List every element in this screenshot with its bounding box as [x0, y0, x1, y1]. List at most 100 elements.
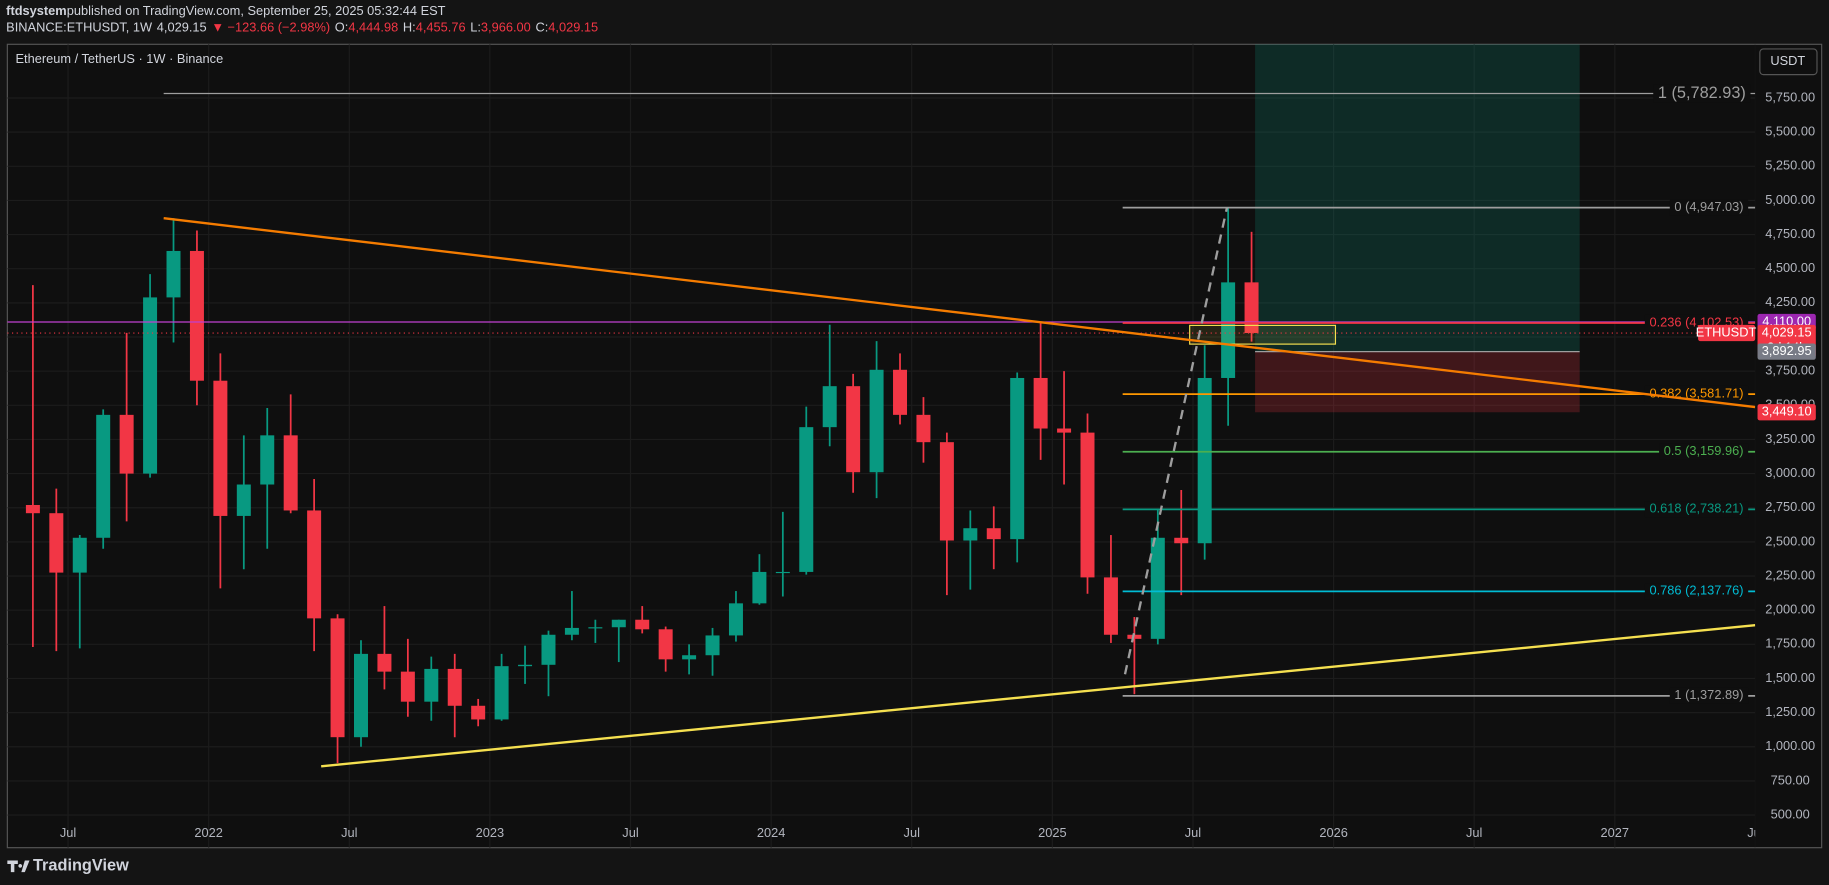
x-tick-label: 2022 [194, 825, 223, 840]
fib-label: 0.786 (2,137.76) [1650, 583, 1744, 598]
candle-body [611, 619, 626, 628]
published: published on TradingView.com, September … [67, 3, 446, 18]
x-tick-label: Jul [622, 825, 638, 840]
y-tick-label: 1,000.00 [1765, 738, 1815, 753]
fib-label-bg [1644, 501, 1749, 518]
y-tick-label: 4,500.00 [1765, 260, 1815, 275]
brand: TradingView [33, 857, 129, 875]
x-tick-label: Jul [341, 825, 357, 840]
x-tick-label: 2023 [476, 825, 505, 840]
candle-body [424, 668, 439, 702]
x-tick-label: 2025 [1038, 825, 1067, 840]
y-tick-label: 3,000.00 [1765, 465, 1815, 480]
chart-title: Ethereum / TetherUS · 1W · Binance [16, 51, 224, 66]
candle-body [588, 627, 603, 629]
candle-body [705, 635, 720, 656]
price-axis: 500.00 750.00 1,000.00 1,250.00 1,500.00 1,75… [1696, 89, 1816, 821]
position-target [1255, 44, 1580, 352]
y-tick-label: 2,250.00 [1765, 567, 1815, 582]
fib-label: 0 (4,947.03) [1674, 199, 1743, 214]
y-tick-label: 500.00 [1771, 806, 1810, 821]
x-tick-label: 2027 [1601, 825, 1630, 840]
ohlc-label: H: [403, 19, 416, 34]
fib-label-bg [1644, 385, 1749, 403]
logo [7, 860, 30, 873]
candle-body [72, 537, 87, 573]
candle-body [189, 250, 204, 381]
plot: Jul 2022 Jul 2023 Jul 2024 Jul 2025 Jul 2026 Jul 20… [7, 44, 1763, 848]
price-label: 4,029.15 [1762, 324, 1812, 339]
candle-body [143, 297, 158, 474]
trend-line [321, 624, 1756, 768]
candle-body [822, 386, 837, 428]
candle-body [893, 369, 908, 415]
ohlc-label: L: [470, 19, 481, 34]
candle-body [447, 668, 462, 706]
candle-body [213, 380, 228, 516]
candle-body [869, 369, 884, 473]
currency-button[interactable] [1759, 48, 1818, 76]
ohlc-label: O: [335, 19, 349, 34]
fib-label-bg [1659, 443, 1749, 460]
chart-frame [6, 43, 1823, 849]
candle-body [1221, 282, 1236, 378]
candle-body [799, 427, 814, 572]
currency[interactable]: USDT [1770, 53, 1805, 68]
candle-body [1010, 377, 1025, 540]
candle-body [1127, 634, 1142, 639]
price-label: 3,449.10 [1762, 404, 1812, 419]
candle-body [775, 571, 790, 574]
candle-body [658, 629, 673, 660]
candle-body [236, 484, 251, 516]
zone [1189, 324, 1337, 345]
y-tick-label: 2,500.00 [1765, 533, 1815, 548]
x-tick-label: 2024 [757, 825, 786, 840]
y-tick-label: 3,750.00 [1765, 363, 1815, 378]
y-tick-label: 750.00 [1771, 772, 1810, 787]
trend-line [163, 217, 1756, 409]
extension-label: 1 (5,782.93) [1658, 84, 1746, 102]
candle-body [635, 619, 650, 630]
change: ▼ −123.66 (−2.98%) [211, 19, 330, 34]
symbol-tag-bg [1698, 324, 1756, 342]
fib-label-bg [1644, 583, 1749, 600]
candle-body [1244, 282, 1259, 334]
candle-body [400, 671, 415, 702]
symbol-tag: ETHUSDT [1696, 324, 1757, 339]
candle-body [939, 442, 954, 541]
candle-body [564, 627, 579, 635]
y-tick-label: 5,000.00 [1765, 192, 1815, 207]
candle-body [541, 634, 556, 665]
fib-label: 1 (1,372.89) [1674, 687, 1743, 702]
price-label-bg [1757, 404, 1816, 421]
candle-body [518, 664, 533, 667]
x-tick-label: Jul [60, 825, 76, 840]
fib-label: 0.382 (3,581.71) [1650, 386, 1744, 401]
y-tick-label: 4,250.00 [1765, 294, 1815, 309]
candle-body [260, 435, 275, 485]
y-tick-label: 1,500.00 [1765, 670, 1815, 685]
last-price: 4,029.15 [157, 19, 207, 34]
candle-body [963, 528, 978, 541]
candle-body [1150, 537, 1165, 639]
x-tick-label: Jul [1747, 825, 1763, 840]
symbol: BINANCE:ETHUSDT, 1W [6, 19, 153, 34]
author: ftdsystem [6, 3, 67, 18]
price-label: 4,110.00 [1762, 313, 1811, 328]
candle-body [1197, 377, 1212, 544]
y-tick-label: 2,000.00 [1765, 602, 1815, 617]
fib-label: 0.5 (3,159.96) [1664, 443, 1744, 458]
candle-body [986, 528, 1001, 540]
y-tick-label: 2,750.00 [1765, 499, 1815, 514]
y-tick-label: 5,750.00 [1765, 89, 1815, 104]
trend-line [1123, 207, 1229, 675]
candle-body [471, 705, 486, 720]
y-tick-label: 3,250.00 [1765, 431, 1815, 446]
candle-body [494, 666, 509, 720]
ohlc-value: 4,029.15 [548, 19, 598, 34]
candle-body [1033, 377, 1048, 429]
ohlc-label: C: [535, 19, 548, 34]
candle-body [25, 505, 40, 514]
ohlc-value: 4,455.76 [416, 19, 466, 34]
